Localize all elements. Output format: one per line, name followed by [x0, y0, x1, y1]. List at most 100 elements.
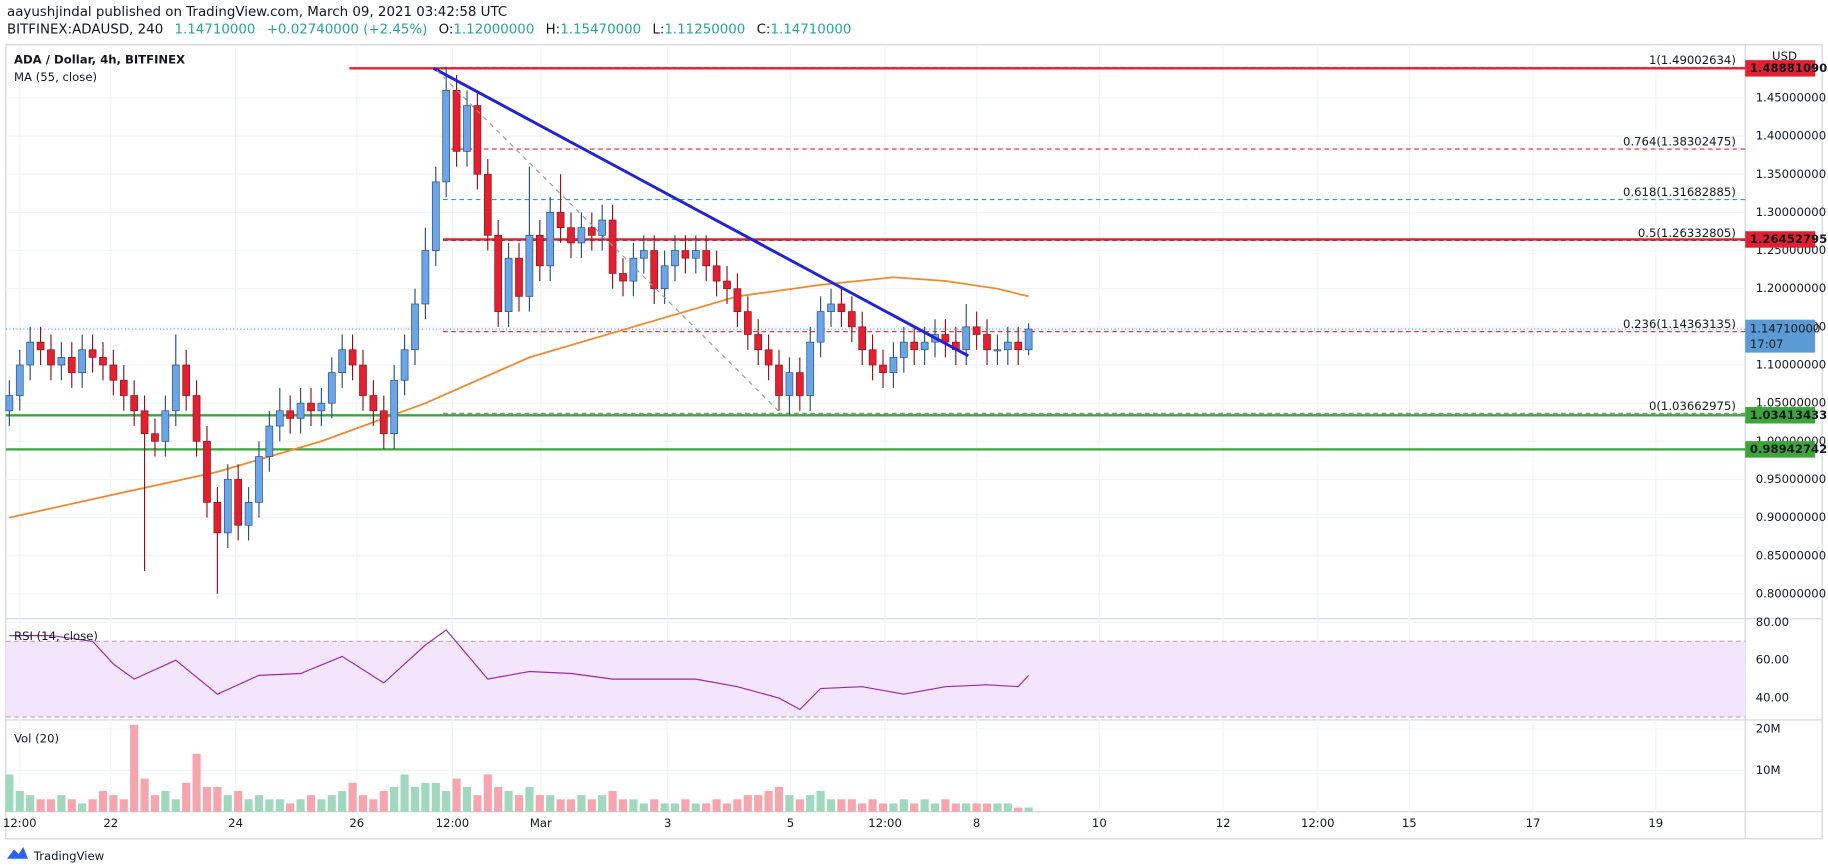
volume-bar [306, 795, 316, 812]
unit-label: USD [1772, 49, 1797, 63]
volume-bar [566, 799, 576, 812]
candle-body [442, 89, 451, 183]
volume-bar [26, 795, 35, 812]
candle-body [151, 433, 159, 442]
volume-bar [265, 799, 274, 812]
fib-label: 0.618(1.31682885) [1623, 185, 1736, 199]
volume-bar [109, 795, 118, 812]
volume-bar [847, 799, 856, 812]
candle-body [483, 173, 492, 236]
volume-bar [650, 799, 659, 812]
volume-bar [202, 786, 212, 812]
brand[interactable]: TradingView [33, 849, 105, 863]
volume-bar [296, 799, 305, 812]
candle-body [338, 349, 347, 373]
volume-bar [972, 803, 981, 812]
candle-body [421, 250, 430, 305]
candle-body [379, 410, 388, 435]
volume-bar [629, 799, 638, 812]
ohlc-label: L: [652, 22, 664, 37]
y-tick-label: 1.40000000 [1756, 129, 1826, 143]
candle-body [36, 341, 45, 351]
volume-bar [483, 774, 492, 812]
fib-label: 0.764(1.38302475) [1623, 134, 1736, 148]
level-price-label: 1.26452795 [1750, 232, 1827, 246]
candle-body [660, 265, 669, 290]
volume-bar [119, 799, 128, 812]
candle-body [910, 341, 919, 351]
candle-body [234, 479, 243, 526]
candle-body [182, 364, 191, 396]
volume-bar [598, 795, 607, 812]
volume-bar [910, 803, 919, 812]
level-price-label: 1.03413433 [1750, 408, 1827, 422]
volume-bar [525, 786, 534, 812]
vol-title: Vol (20) [14, 731, 59, 745]
candle-body [795, 372, 804, 396]
volume-bar [390, 786, 399, 812]
last: 1.14710000 [174, 22, 255, 37]
x-tick-label: 12:00 [436, 816, 470, 830]
candle-body [837, 303, 846, 312]
candle-body [67, 357, 76, 373]
volume-bar [140, 778, 149, 812]
ohlc-label: O: [439, 22, 454, 37]
x-tick-label: Mar [530, 816, 552, 830]
level-price-box [1745, 231, 1816, 248]
y-tick-label: 20M [1756, 722, 1781, 736]
candle-body [619, 273, 627, 282]
candle-body [348, 349, 357, 366]
last-price-box [1745, 319, 1816, 353]
volume-bar [535, 795, 544, 812]
volume-bar [192, 753, 201, 812]
candle-body [983, 334, 991, 351]
volume-bar [431, 782, 440, 812]
candle-body [140, 410, 149, 435]
volume-bar [379, 791, 388, 812]
x-tick-label: 15 [1402, 816, 1417, 830]
ma-legend: MA (55, close) [14, 70, 97, 84]
volume-bar [785, 795, 794, 812]
y-tick-label: 0.85000000 [1756, 548, 1826, 562]
y-tick-label: 0.95000000 [1756, 472, 1826, 486]
volume-bar [327, 795, 336, 812]
volume-bar [889, 803, 898, 812]
volume-bar [618, 799, 628, 812]
volume-bar [712, 799, 721, 812]
candle-body [567, 227, 575, 244]
candle-body [109, 364, 118, 381]
volume-bar [244, 799, 253, 812]
candle-body [494, 234, 503, 312]
candle-body [681, 250, 690, 259]
candle-body [702, 250, 711, 267]
volume-bar [702, 803, 711, 812]
volume-bar [681, 799, 690, 812]
y-tick-label: 1.30000000 [1756, 205, 1826, 219]
volume-bar [764, 791, 773, 812]
rsi-title: RSI (14, close) [14, 629, 98, 643]
ohlc-value: 1.15470000 [560, 22, 641, 37]
candle-body [15, 364, 24, 396]
volume-bar [816, 791, 825, 812]
candle-body [26, 341, 35, 366]
fib-label: 0(1.03662975) [1649, 399, 1736, 413]
x-tick-label: 12:00 [868, 816, 902, 830]
candle-body [244, 501, 253, 526]
candle-body [962, 326, 971, 351]
volume-bar [213, 786, 222, 812]
ohlc-value: 1.11250000 [664, 22, 745, 37]
candle-body [223, 479, 232, 534]
change: +0.02740000 (+2.45%) [267, 22, 428, 37]
candle-body [411, 303, 419, 351]
volume-bar [639, 803, 648, 812]
candle-body [785, 372, 794, 396]
candle-body [535, 234, 544, 267]
ma-line [9, 276, 1029, 519]
x-tick-label: 26 [349, 816, 364, 830]
candle-body [213, 501, 222, 534]
volume-bar [15, 791, 24, 812]
volume-bar [774, 786, 784, 812]
volume-bar [400, 774, 409, 812]
y-tick-label: 1.10000000 [1756, 357, 1826, 371]
